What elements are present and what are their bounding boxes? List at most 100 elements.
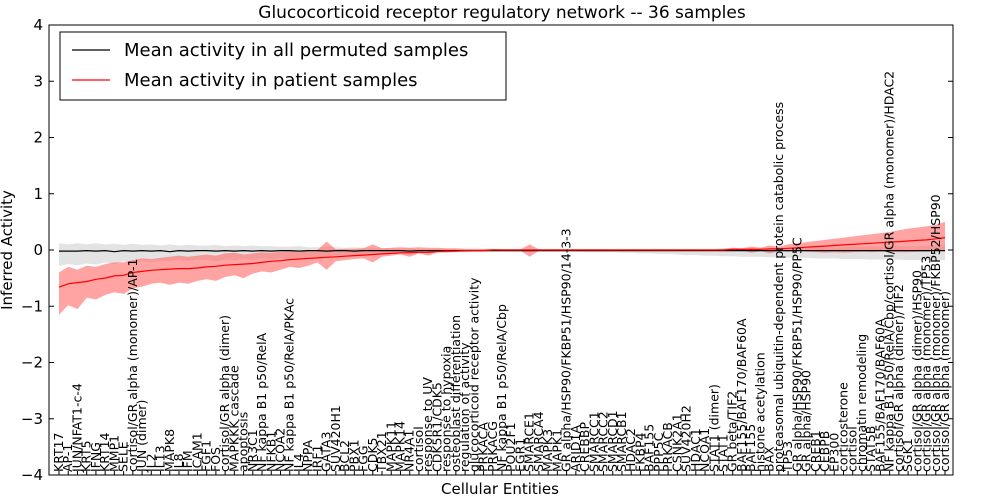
x-tick-label: FKBP4 [632, 432, 647, 472]
x-tick-label: SMARCC1 [586, 411, 601, 472]
x-tick-label: SMARCB1 [614, 411, 629, 472]
x-tick-label: response to hypoxia [439, 346, 454, 472]
y-tick-label: −2 [21, 354, 43, 372]
x-tick-label: FOS [208, 447, 223, 472]
x-tick-label: regulation of activity [457, 342, 472, 472]
x-tick-label: histone acetylation [752, 352, 767, 472]
x-tick-label: GR alpha/HSP90 [799, 370, 814, 472]
x-tick-label: response to UV [420, 377, 435, 472]
x-tick-label: CDK5R1/CDK5 [429, 382, 444, 472]
x-tick-label: NPPA [300, 439, 315, 472]
x-tick-label: NCOA1 [697, 428, 712, 472]
x-tick-label: IL4 [291, 453, 306, 472]
x-tick-label: STAT5B [863, 426, 878, 472]
x-tick-label: KRT5 [79, 440, 94, 472]
y-tick-label: 0 [33, 241, 43, 259]
x-tick-label: POU2F1 [503, 422, 518, 472]
x-tick-label: ARID1A [568, 424, 583, 472]
y-tick-label: 1 [33, 185, 43, 203]
line-patient [58, 237, 946, 288]
x-tick-label: proteasomal ubiquitin-dependent protein … [771, 102, 786, 472]
x-tick-label: cortisol/GR alpha (dimer)/TIF2 [891, 284, 906, 472]
x-tick-label: MAPK3 [540, 429, 555, 472]
x-tick-label: PRKACB [660, 422, 675, 472]
x-tick-label: NCOA2 [273, 428, 288, 472]
x-tick-label: MAPK1 [549, 429, 564, 472]
x-tick-label: BAF155/BAF170/BAF60A [872, 318, 887, 472]
x-tick-label: MAPK14 [393, 421, 408, 472]
x-tick-label: CREBBP [577, 422, 592, 472]
x-tick-label: PRKACA [476, 422, 491, 472]
x-tick-label: CREB1 [808, 430, 823, 472]
x-tick-label: STAT1 [716, 434, 731, 472]
x-tick-label: GATA3 [319, 432, 334, 472]
legend-label-permuted: Mean activity in all permuted samples [124, 40, 468, 61]
x-tick-label: STAT1 (dimer) [706, 384, 721, 472]
x-tick-label: glucocorticoid receptor activity [466, 277, 481, 472]
x-tick-label: apoptosis [236, 412, 251, 472]
x-tick-label: FGF1 [199, 440, 214, 472]
x-tick-label: PPP5C [651, 432, 666, 472]
chart-title: Glucocorticoid receptor regulatory netwo… [258, 3, 746, 23]
x-tick-label: GR beta/TIF2 [725, 391, 740, 472]
x-tick-label: SMARCC2 [596, 411, 611, 472]
x-tick-label: GR alpha/HSP90/FKBP51/HSP90/14-3-3 [559, 228, 574, 472]
legend-box [59, 31, 507, 101]
x-tick-label: HDAC2 [623, 428, 638, 472]
x-axis-label: Cellular Entities [441, 480, 559, 498]
x-tick-label: CSNK2A1 [669, 413, 684, 472]
x-tick-label: cortisol/GR alpha (monomer)/TP53 [919, 256, 934, 472]
x-tick-label: corticosterone [836, 382, 851, 472]
x-tick-label: AP-1 [60, 444, 75, 472]
x-tick-label: chromatin remodeling [854, 334, 869, 472]
x-tick-label: cortisol/GR alpha (monomer)/FKBP52/HSP90 [928, 194, 943, 472]
x-tick-label: PRKACG [485, 421, 500, 472]
x-tick-label: MMP1 [106, 435, 121, 472]
x-tick-label: cortisol/GR alpha (dimer)/HSP90 [909, 270, 924, 472]
x-tick-label: EGR1 [513, 438, 528, 472]
x-tick-label: BAF155 [743, 424, 758, 472]
x-tick-label: ICAM1 [189, 432, 204, 472]
x-tick-label: SMARCA4 [531, 411, 546, 472]
x-tick-label: NFKB1 [263, 431, 278, 472]
x-tick-label: NR4A1 [402, 430, 417, 473]
x-tick-label: cortisol [411, 426, 426, 472]
x-tick-label: PBX1 [346, 439, 361, 472]
x-tick-label: GR alpha/HSP90/FKBP51/HSP90/PP5C [789, 237, 804, 472]
x-tick-label: SMARCE1 [522, 412, 537, 472]
legend-label-patient: Mean activity in patient samples [124, 70, 418, 91]
x-tick-label: BAX [762, 446, 777, 472]
x-tick-label: cortisol/GR alpha (monomer)/AP-1 [125, 259, 140, 473]
x-tick-label: osteoblast differentiation [448, 315, 463, 472]
x-tick-label: BAF155/BAF170/BAF60A [734, 318, 749, 472]
y-tick-label: 3 [33, 72, 43, 90]
x-tick-label: NF kappa B1 p50/RelA/PKAc [282, 298, 297, 472]
y-axis-label: Inferred Activity [0, 190, 16, 310]
x-tick-label: IFNG [88, 442, 103, 472]
y-tick-label: −1 [21, 297, 43, 315]
x-tick-label: CDK5 [365, 437, 380, 472]
x-tick-label: cortisol/GR alpha (monomer) [937, 291, 952, 472]
x-tick-label: IL13 [153, 445, 168, 472]
x-tick-label: CEBPB [817, 431, 832, 472]
x-tick-label: BAF155 [642, 424, 657, 472]
x-tick-label: IL8 [171, 453, 186, 472]
x-tick-label: FGG [356, 445, 371, 472]
x-tick-label: NR3C1 [245, 429, 260, 472]
x-tick-label: JUN (dimer) [134, 400, 149, 473]
x-tick-label: SGK1 [900, 438, 915, 472]
y-tick-label: −4 [21, 466, 43, 484]
plot-area [58, 221, 946, 315]
x-tick-label: MAPK11 [383, 421, 398, 472]
band-patient [59, 221, 945, 315]
x-tick-label: MAPKKK cascade [226, 365, 241, 472]
x-tick-label: JUN/NFAT1-c-4 [70, 383, 85, 473]
x-tick-label: KRT17 [51, 432, 66, 472]
x-tick-label: IFM [180, 450, 195, 472]
x-tick-label: NF kappa B1 p50/RelA/Cbp/cortisol/GR alp… [882, 71, 897, 472]
y-tick-label: 2 [33, 129, 43, 147]
x-tick-label: TBX21 [374, 431, 389, 473]
legend: Mean activity in all permuted samples Me… [59, 31, 507, 101]
x-tick-label: cortisol/GR alpha (dimer) [217, 315, 232, 472]
